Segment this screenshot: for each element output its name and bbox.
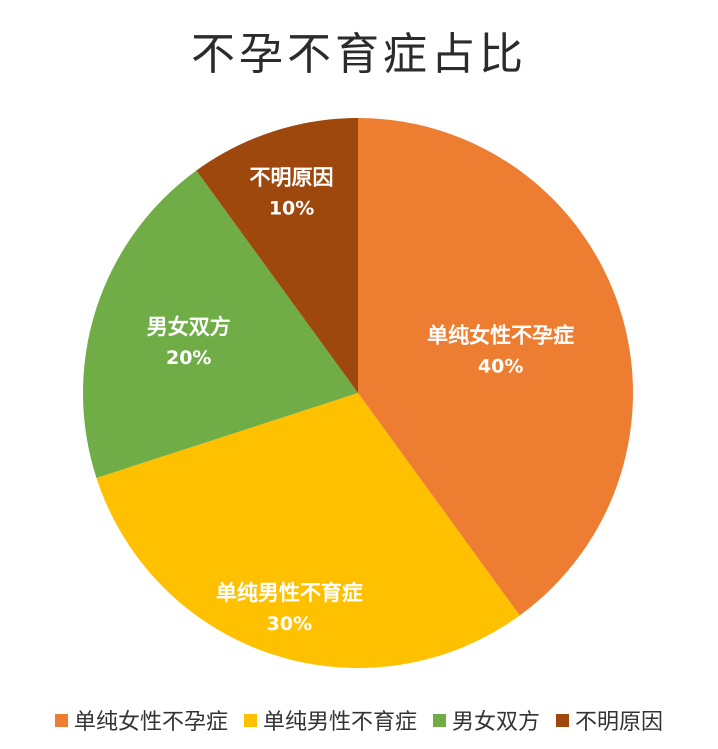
chart-title: 不孕不育症占比 — [191, 29, 527, 80]
legend-item: 单纯男性不育症 — [243, 704, 417, 736]
legend-label: 男女双方 — [452, 710, 541, 735]
legend-swatch — [556, 713, 570, 727]
pie-slice — [196, 118, 358, 393]
legend-swatch — [243, 713, 257, 727]
slice-value-label: 30% — [267, 613, 312, 635]
slice-label: 单纯女性不孕症 40% — [427, 324, 574, 378]
legend-label: 单纯女性不孕症 — [73, 710, 228, 735]
slice-category-label: 男女双方 — [147, 315, 231, 339]
legend-label: 单纯男性不育症 — [262, 710, 417, 735]
slice-value-label: 10% — [269, 198, 314, 220]
slice-category-label: 单纯女性不孕症 — [427, 324, 574, 348]
legend-label: 不明原因 — [575, 710, 664, 735]
legend-item: 不明原因 — [556, 704, 663, 736]
legend-item: 单纯女性不孕症 — [54, 704, 228, 736]
legend-item: 男女双方 — [433, 704, 540, 736]
slice-category-label: 不明原因 — [250, 166, 334, 190]
pie-chart: 单纯女性不孕症 40% 单纯男性不育症 30% 男女双方 20% 不明原因 10% — [82, 118, 633, 669]
pie-slice — [82, 170, 358, 478]
slice-value-label: 20% — [166, 347, 211, 369]
slice-labels: 单纯女性不孕症 40% 单纯男性不育症 30% 男女双方 20% 不明原因 10% — [147, 166, 574, 636]
pie-slices — [82, 118, 633, 669]
slice-label: 单纯男性不育症 30% — [216, 581, 363, 635]
slice-label: 不明原因 10% — [250, 166, 334, 220]
legend-swatch — [54, 713, 68, 727]
pie-slice — [358, 118, 633, 616]
slice-label: 男女双方 20% — [147, 315, 231, 369]
legend: 单纯女性不孕症 单纯男性不育症 男女双方 不明原因 — [0, 704, 718, 736]
slice-value-label: 40% — [478, 356, 523, 378]
legend-swatch — [433, 713, 446, 727]
pie-slice — [96, 393, 520, 669]
slice-category-label: 单纯男性不育症 — [216, 581, 363, 605]
